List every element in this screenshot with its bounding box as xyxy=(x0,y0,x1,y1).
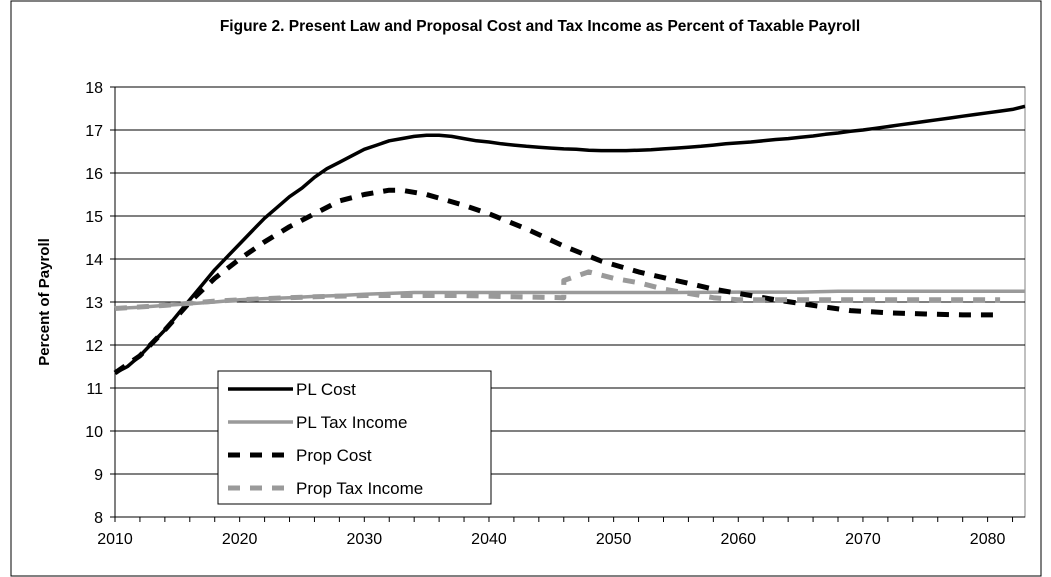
x-tick-label: 2080 xyxy=(970,531,1006,548)
legend-label: PL Tax Income xyxy=(296,413,408,432)
chart-border xyxy=(10,0,1042,577)
y-axis-label: Percent of Payroll xyxy=(36,238,53,366)
y-tick-label: 14 xyxy=(85,252,103,269)
series-line-pl-cost xyxy=(114,104,1026,375)
chart-title: Figure 2. Present Law and Proposal Cost … xyxy=(219,18,861,35)
tick-labels: 8 9 10 11 12 13 14 15 16 17 18 2010 2020 2030 2040 2050… xyxy=(85,80,1014,548)
y-tick-label: 10 xyxy=(85,424,103,441)
y-tick-label: 12 xyxy=(85,338,103,355)
legend: PL Cost PL Tax Income Prop Cost Prop Tax In… xyxy=(217,370,492,505)
y-tick-label: 9 xyxy=(94,467,103,484)
x-tick-label: 2040 xyxy=(471,531,507,548)
x-tick-label: 2060 xyxy=(720,531,756,548)
series-lines xyxy=(113,104,1026,375)
y-tick-label: 16 xyxy=(85,166,103,183)
series-line-prop-cost xyxy=(113,187,1001,375)
legend-box xyxy=(217,370,492,505)
legend-label: PL Cost xyxy=(296,380,356,399)
x-tick-label: 2020 xyxy=(222,531,258,548)
y-tick-label: 15 xyxy=(85,209,103,226)
y-tick-label: 11 xyxy=(86,381,103,398)
x-tick-label: 2050 xyxy=(596,531,632,548)
y-tick-label: 17 xyxy=(85,123,103,140)
legend-label: Prop Cost xyxy=(296,446,372,465)
x-tick-label: 2070 xyxy=(845,531,881,548)
x-tick-label: 2010 xyxy=(97,531,133,548)
y-tick-label: 18 xyxy=(85,80,103,97)
y-tick-label: 8 xyxy=(94,510,103,527)
y-tick-label: 13 xyxy=(85,295,103,312)
legend-label: Prop Tax Income xyxy=(296,479,423,498)
x-tick-label: 2030 xyxy=(347,531,383,548)
